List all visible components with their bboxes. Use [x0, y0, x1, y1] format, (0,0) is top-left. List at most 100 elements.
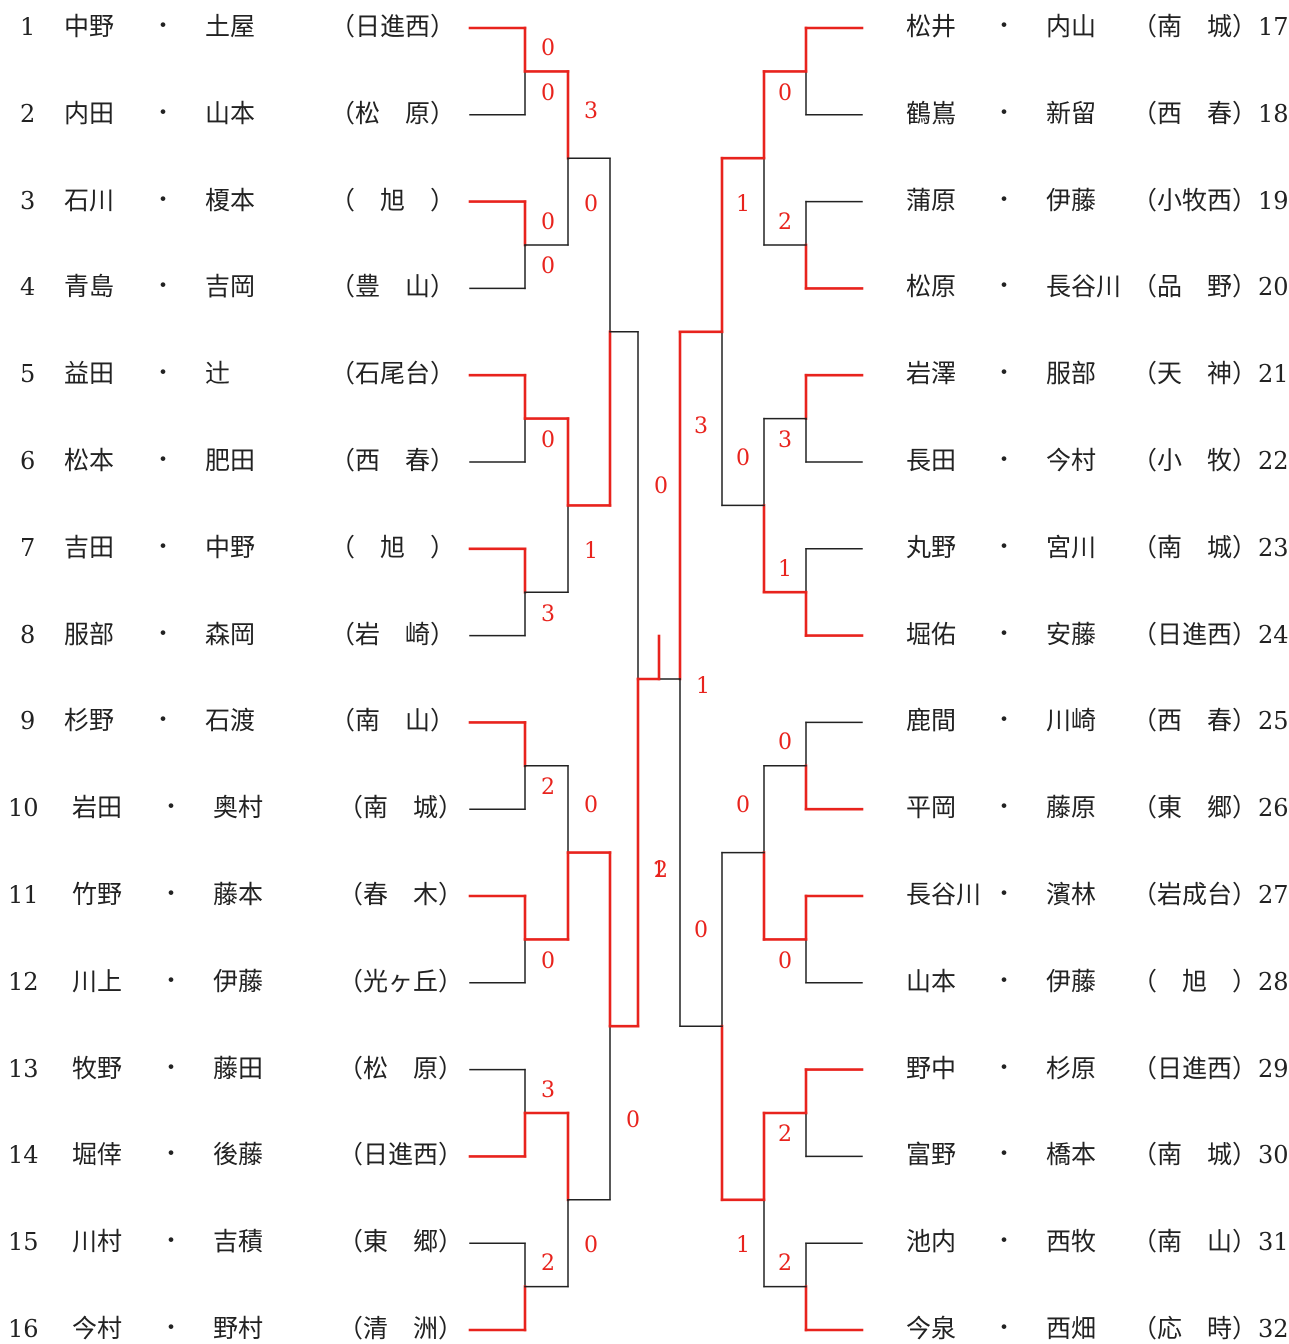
- player-name: 中野: [205, 532, 256, 562]
- match-score: 2: [541, 775, 555, 801]
- entry-number: 16: [8, 1315, 39, 1343]
- name-separator: ・: [993, 968, 1016, 994]
- name-separator: ・: [993, 187, 1016, 213]
- entry-number: 19: [1258, 186, 1289, 215]
- match-score: 1: [736, 1233, 750, 1259]
- player-name: 松井: [906, 12, 957, 41]
- player-name: 奥村: [213, 793, 264, 823]
- entry-number: 11: [8, 881, 39, 909]
- name-separator: ・: [993, 795, 1016, 821]
- match-score: 3: [584, 98, 598, 124]
- match-score: 1: [736, 191, 750, 217]
- match-score: 0: [541, 80, 555, 106]
- player-name: 松原: [906, 272, 957, 302]
- player-name: 橋本: [1046, 1140, 1097, 1170]
- player-name: 肥田: [205, 446, 256, 475]
- school-name: （小牧西）: [1132, 185, 1258, 215]
- name-separator: ・: [993, 534, 1016, 560]
- player-name: 松本: [64, 446, 115, 475]
- entry-number: 28: [1258, 967, 1289, 996]
- player-name: 今村: [72, 1314, 123, 1343]
- school-name: （応 時）: [1132, 1314, 1258, 1343]
- entry-number: 15: [8, 1228, 39, 1257]
- entry-number: 1: [20, 13, 36, 41]
- entry-number: 17: [1258, 13, 1289, 41]
- name-separator: ・: [993, 14, 1016, 39]
- name-separator: ・: [993, 882, 1016, 907]
- player-name: 後藤: [213, 1140, 264, 1170]
- player-name: 長谷川: [906, 880, 982, 909]
- player-name: 牧野: [72, 1053, 123, 1083]
- school-name: （ 旭 ）: [330, 532, 456, 562]
- player-name: 川村: [72, 1227, 123, 1257]
- school-name: （品 野）: [1132, 272, 1258, 302]
- name-separator: ・: [160, 795, 183, 821]
- entry-number: 30: [1258, 1141, 1289, 1170]
- entry-number: 4: [20, 273, 36, 302]
- player-name: 榎本: [205, 185, 256, 215]
- match-score: 0: [736, 792, 750, 818]
- player-name: 岩澤: [906, 359, 957, 389]
- school-name: （豊 山）: [330, 272, 456, 302]
- player-name: 鹿間: [906, 706, 957, 736]
- entry-number: 8: [20, 620, 36, 649]
- school-name: （南 城）: [1132, 12, 1258, 41]
- match-score: 3: [694, 414, 708, 440]
- match-score: 0: [584, 792, 598, 818]
- name-separator: ・: [993, 448, 1016, 473]
- player-name: 藤田: [213, 1053, 264, 1083]
- player-name: 藤本: [213, 880, 264, 909]
- school-name: （石尾台）: [330, 359, 456, 389]
- match-score: 0: [778, 948, 792, 974]
- match-score: 2: [654, 858, 668, 884]
- name-separator: ・: [993, 621, 1016, 647]
- match-score: 3: [778, 427, 792, 453]
- school-name: （光ヶ丘）: [338, 966, 464, 996]
- name-separator: ・: [993, 100, 1016, 126]
- entry-number: 29: [1258, 1054, 1289, 1083]
- player-name: 川上: [72, 966, 123, 996]
- school-name: （東 郷）: [338, 1227, 464, 1257]
- player-name: 堀佑: [906, 619, 957, 649]
- name-separator: ・: [993, 1229, 1016, 1255]
- player-name: 青島: [64, 272, 115, 302]
- player-name: 堀倖: [72, 1140, 123, 1170]
- player-name: 杉原: [1046, 1053, 1097, 1083]
- school-name: （岩 崎）: [330, 619, 456, 649]
- name-separator: ・: [152, 448, 175, 473]
- player-name: 益田: [64, 359, 115, 389]
- school-name: （春 木）: [338, 880, 464, 909]
- match-score: 0: [654, 473, 668, 499]
- player-name: 宮川: [1046, 532, 1097, 562]
- player-name: 服部: [1046, 359, 1097, 389]
- school-name: （南 山）: [1132, 1227, 1258, 1257]
- player-name: 野中: [906, 1053, 957, 1083]
- school-name: （南 城）: [1132, 1140, 1258, 1170]
- match-score: 0: [584, 1233, 598, 1259]
- school-name: （日進西）: [1132, 1053, 1258, 1083]
- name-separator: ・: [152, 708, 175, 734]
- player-name: 辻: [205, 359, 231, 389]
- school-name: （ 旭 ）: [330, 185, 456, 215]
- match-score: 0: [694, 917, 708, 943]
- player-name: 伊藤: [1046, 185, 1097, 215]
- final-score: 1: [696, 674, 710, 699]
- player-name: 伊藤: [1046, 966, 1097, 996]
- player-name: 山本: [205, 98, 256, 128]
- player-name: 内田: [64, 98, 115, 128]
- school-name: （松 原）: [330, 98, 456, 128]
- entry-number: 22: [1258, 447, 1289, 475]
- name-separator: ・: [993, 1055, 1016, 1081]
- match-score: 1: [778, 556, 792, 582]
- entry-number: 14: [8, 1141, 39, 1170]
- player-name: 今村: [1046, 446, 1097, 475]
- match-score: 2: [541, 1251, 555, 1277]
- player-name: 川崎: [1046, 706, 1097, 736]
- player-name: 竹野: [72, 880, 123, 909]
- player-name: 森岡: [205, 619, 256, 649]
- school-name: （南 城）: [1132, 532, 1258, 562]
- match-score: 0: [541, 948, 555, 974]
- name-separator: ・: [160, 1316, 183, 1341]
- name-separator: ・: [160, 1055, 183, 1081]
- entry-number: 21: [1258, 360, 1289, 389]
